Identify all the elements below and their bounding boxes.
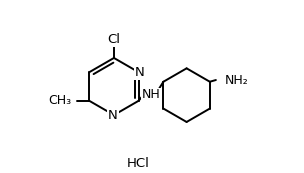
Text: CH₃: CH₃ bbox=[48, 94, 71, 107]
Text: NH₂: NH₂ bbox=[225, 74, 248, 86]
Text: Cl: Cl bbox=[107, 33, 120, 46]
Text: NH: NH bbox=[142, 88, 161, 101]
Text: N: N bbox=[108, 108, 118, 122]
Text: HCl: HCl bbox=[127, 157, 150, 170]
Text: N: N bbox=[135, 66, 145, 79]
